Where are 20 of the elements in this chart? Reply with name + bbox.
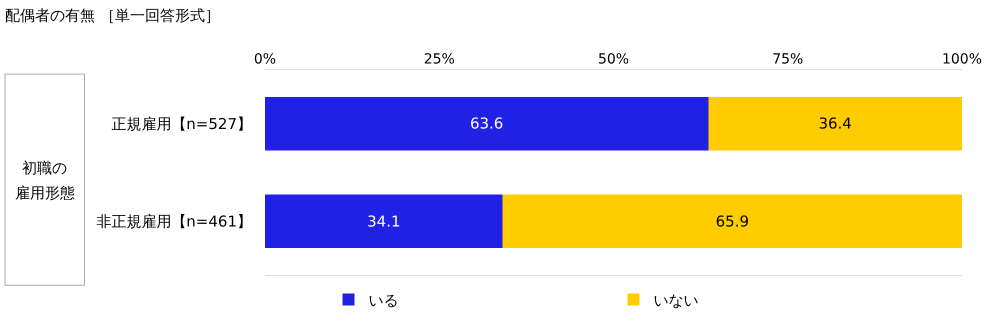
x-tick-label: 50% bbox=[598, 51, 630, 68]
x-tick-label: 100% bbox=[942, 51, 982, 68]
text: 配偶者の有無 ［単一回答形式］ bbox=[5, 6, 220, 24]
bar bbox=[265, 194, 503, 248]
bar bbox=[502, 194, 962, 248]
y-tick-label: 非正規雇用【n=461】 bbox=[96, 212, 252, 231]
data-label: 65.9 bbox=[716, 212, 750, 230]
x-tick-label: 75% bbox=[772, 51, 804, 68]
legend-label: いない bbox=[654, 291, 698, 310]
bar bbox=[708, 96, 962, 151]
data-label: 34.1 bbox=[367, 212, 401, 230]
text: 雇用形態 bbox=[15, 184, 75, 202]
x-tick-label: 25% bbox=[424, 51, 455, 68]
legend-label: いる bbox=[368, 291, 398, 310]
bar bbox=[265, 96, 708, 151]
text: 初職の bbox=[22, 159, 67, 177]
data-label: 36.4 bbox=[818, 114, 852, 133]
y-tick-label: 正規雇用【n=527】 bbox=[111, 114, 252, 133]
data-label: 63.6 bbox=[470, 114, 504, 133]
x-tick-label: 0% bbox=[254, 51, 276, 68]
